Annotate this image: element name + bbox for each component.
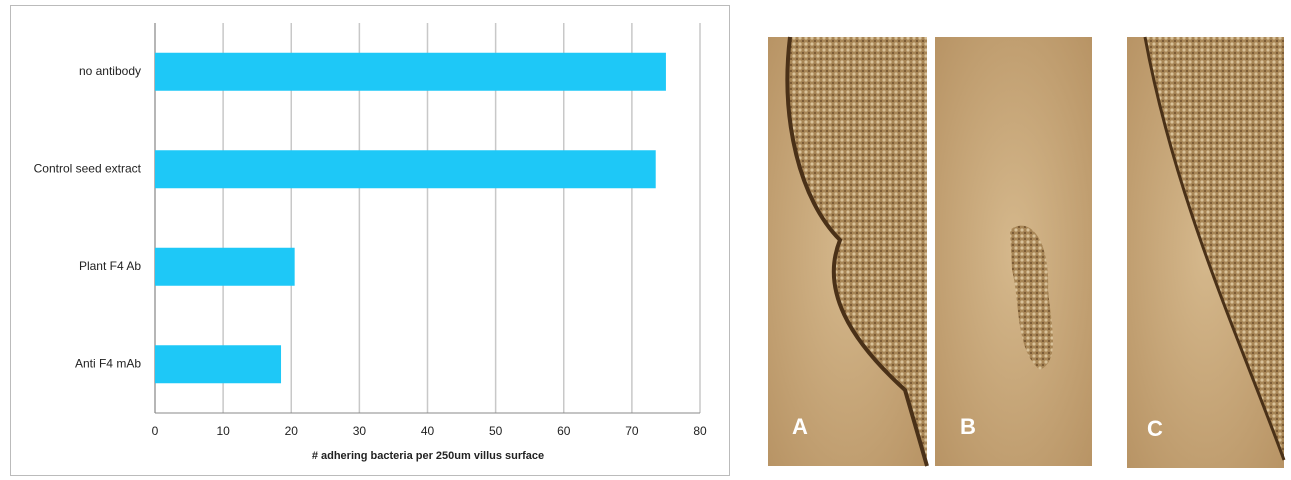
y-tick-label: Control seed extract: [34, 161, 142, 175]
x-tick-label: 10: [216, 424, 230, 438]
x-tick-label: 70: [625, 424, 639, 438]
panel-label: A: [792, 414, 808, 439]
y-tick-label: no antibody: [79, 64, 141, 78]
bar: [155, 248, 295, 286]
panel-a: [768, 37, 927, 466]
bar: [155, 345, 281, 383]
figure: 0 10 20 30 40 50 60 70 80 no antibody Control seed…: [0, 0, 1291, 480]
x-tick-label: 40: [421, 424, 435, 438]
x-tick-label: 0: [152, 424, 159, 438]
y-tick-label: Plant F4 Ab: [79, 259, 141, 273]
panel-label: B: [960, 414, 976, 439]
y-tick-label: Anti F4 mAb: [75, 356, 141, 370]
x-tick-label: 80: [693, 424, 707, 438]
x-tick-label: 20: [285, 424, 299, 438]
x-tick-label: 30: [353, 424, 367, 438]
bar: [155, 150, 656, 188]
x-axis-label: # adhering bacteria per 250um villus sur…: [312, 450, 544, 462]
panel-label: C: [1147, 416, 1163, 441]
x-tick-label: 50: [489, 424, 503, 438]
bar: [155, 53, 666, 91]
x-tick-label: 60: [557, 424, 571, 438]
panel-c: [1127, 37, 1284, 468]
panel-b: [935, 37, 1092, 466]
